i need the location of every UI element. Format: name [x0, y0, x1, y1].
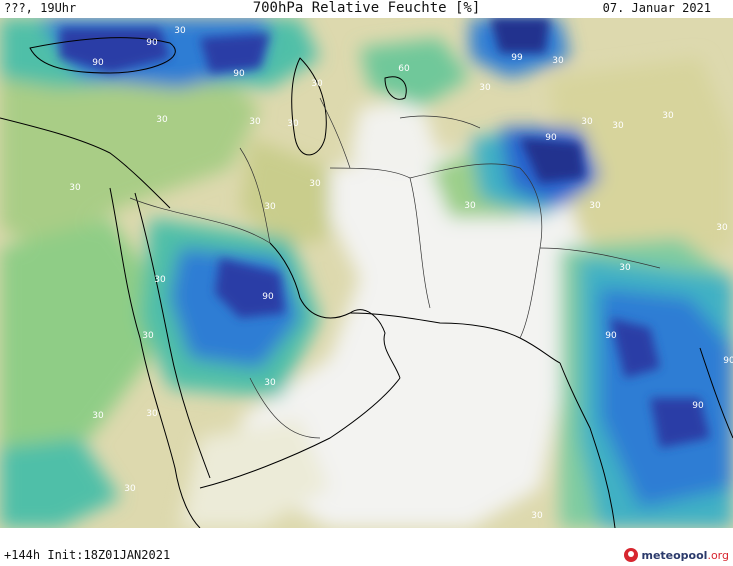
contour-label-90: 90	[692, 401, 704, 411]
contour-label-30: 30	[619, 263, 631, 273]
contour-label-30: 30	[154, 275, 166, 285]
map-title: 700hPa Relative Feuchte [%]	[252, 0, 481, 16]
contour-label-30: 30	[124, 484, 136, 494]
header-bar: ???, 19Uhr 700hPa Relative Feuchte [%] 0…	[0, 0, 733, 18]
humidity-map: 30 30 30 30 30 30 30 30 30 30 30 30 30 3…	[0, 18, 733, 528]
contour-label-30: 30	[662, 111, 674, 121]
country-borders	[129, 97, 661, 439]
contour-label-90: 90	[723, 356, 733, 366]
contour-label-60: 60	[398, 64, 410, 74]
contour-label-90: 90	[262, 292, 274, 302]
contour-label-30: 30	[264, 202, 276, 212]
contour-label-30: 30	[174, 26, 186, 36]
border-iran-iraq	[239, 147, 271, 244]
contour-label-30: 30	[612, 121, 624, 131]
india-west-coast	[559, 362, 616, 528]
contour-label-90: 90	[545, 133, 557, 143]
forecast-day-time: ???, 19Uhr	[4, 1, 77, 15]
contour-label-30: 30	[156, 115, 168, 125]
contour-label-30: 30	[264, 378, 276, 388]
contour-label-30: 30	[146, 409, 158, 419]
contour-label-30: 30	[249, 117, 261, 127]
contour-label-30: 30	[69, 183, 81, 193]
contour-label-90: 90	[146, 38, 158, 48]
aral-sea	[384, 76, 407, 100]
contour-label-90: 90	[605, 331, 617, 341]
contour-label-group-30: 30 30 30 30 30 30 30 30 30 30 30 30 30 3…	[69, 26, 728, 521]
contour-label-30: 30	[479, 83, 491, 93]
border-saudi-yemen-oman	[249, 377, 321, 439]
meteopool-logo-icon	[624, 548, 639, 562]
model-run-info: +144h Init:18Z01JAN2021	[4, 548, 171, 562]
red-sea-west-coast	[109, 187, 201, 528]
persian-gulf-coast	[269, 242, 401, 379]
arabia-south-coast	[199, 377, 401, 489]
black-sea	[29, 37, 176, 74]
border-turkmen-iran	[319, 97, 351, 169]
contour-label-99: 99	[511, 53, 523, 63]
india-east-coast	[699, 347, 733, 439]
border-iran-afghan-pak	[329, 167, 431, 309]
forecast-date: 07. Januar 2021	[602, 1, 711, 15]
border-afghan-pak-india	[409, 163, 543, 339]
contour-label-30: 30	[552, 56, 564, 66]
contour-label-group-60: 60	[398, 64, 410, 74]
contour-label-30: 30	[531, 511, 543, 521]
makran-coast	[349, 312, 561, 364]
contour-label-30: 30	[311, 79, 323, 89]
contour-label-90: 90	[233, 69, 245, 79]
contour-label-30: 30	[716, 223, 728, 233]
border-iraq-saudi	[129, 197, 271, 244]
logo-text: meteopool	[641, 548, 708, 562]
contour-label-30: 30	[464, 201, 476, 211]
contour-label-group-99: 99	[511, 53, 523, 63]
caspian-sea	[291, 57, 327, 156]
logo-tld: .org	[707, 548, 729, 562]
coastlines	[0, 37, 733, 528]
contour-labels: 30 30 30 30 30 30 30 30 30 30 30 30 30 3…	[69, 26, 733, 521]
border-india-nepal	[539, 247, 661, 269]
contour-label-90: 90	[92, 58, 104, 68]
meteopool-logo[interactable]: meteopool .org	[624, 546, 729, 564]
contour-label-group-90: 90 90 90 90 90 90 90 90	[92, 38, 733, 411]
contour-label-30: 30	[581, 117, 593, 127]
contour-label-30: 30	[142, 331, 154, 341]
contour-label-30: 30	[589, 201, 601, 211]
mediterranean-coast	[0, 117, 171, 209]
border-uzbek-afghan	[399, 115, 481, 129]
contour-label-30: 30	[92, 411, 104, 421]
contour-label-30: 30	[309, 179, 321, 189]
red-sea-east-coast	[134, 192, 211, 479]
contour-label-30: 30	[287, 119, 299, 129]
